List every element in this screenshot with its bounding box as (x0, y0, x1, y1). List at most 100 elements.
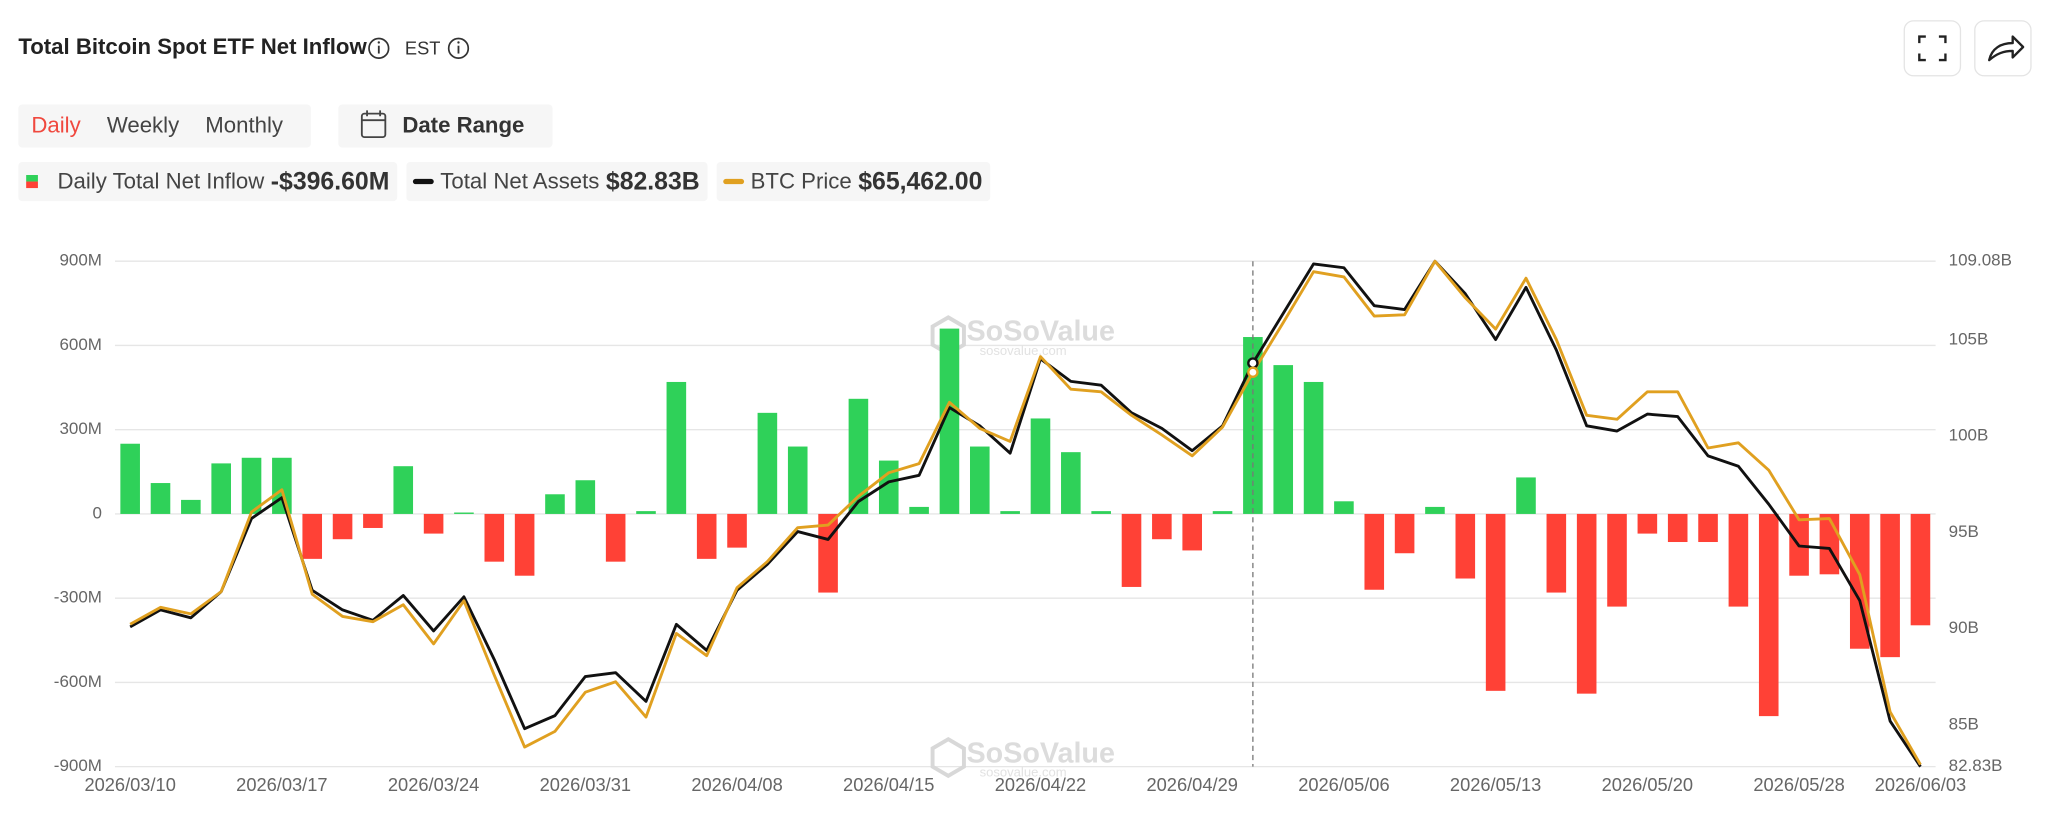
bar (1637, 513, 1658, 534)
y2-tick-label: 109.08B (1949, 251, 2012, 270)
bar (605, 513, 626, 562)
bar (150, 483, 171, 514)
legend-value: $65,462.00 (858, 168, 982, 195)
info-icon[interactable] (447, 37, 470, 59)
bar (1910, 513, 1931, 626)
bar (1121, 513, 1142, 587)
bar (120, 443, 140, 514)
bar (241, 457, 262, 514)
bar (1607, 513, 1627, 607)
x-tick-label: 2026/05/13 (1450, 774, 1541, 795)
bar (272, 457, 292, 514)
legend-swatch (26, 175, 38, 182)
legend-value: -$396.60M (271, 168, 390, 195)
bar (1819, 513, 1840, 575)
y2-tick-label: 85B (1949, 714, 1979, 733)
x-tick-label: 2026/04/15 (843, 774, 934, 795)
legend-item (18, 161, 398, 202)
line (129, 259, 1922, 768)
hover-dot (1247, 357, 1259, 369)
bar (1546, 513, 1567, 593)
bar (909, 506, 929, 514)
date-range-label: Date Range (402, 113, 524, 138)
x-tick-label: 2026/04/08 (691, 774, 782, 795)
tab[interactable]: Daily (31, 113, 81, 138)
share-button[interactable] (1974, 20, 2032, 77)
bar (1212, 511, 1233, 514)
bar (1485, 513, 1506, 691)
x-tick-label: 2026/05/06 (1298, 774, 1389, 795)
x-tick-label: 2026/04/22 (995, 774, 1086, 795)
bar (363, 513, 383, 528)
bar (969, 446, 990, 514)
bar (454, 512, 474, 514)
bar (1425, 506, 1445, 514)
bar (1667, 513, 1688, 543)
bar (1000, 511, 1020, 514)
bar (636, 511, 656, 514)
bar (757, 412, 778, 514)
y2-tick-label: 95B (1949, 522, 1979, 541)
bar (1698, 513, 1718, 543)
share-icon (1988, 35, 2025, 62)
bar (1273, 365, 1294, 514)
bar (696, 513, 717, 559)
bar (1576, 513, 1597, 694)
bar (484, 513, 505, 562)
bar (848, 398, 869, 514)
legend-label: BTC Price (751, 169, 852, 194)
bar (1030, 418, 1051, 514)
fullscreen-button[interactable] (1903, 20, 1962, 77)
bar (302, 513, 323, 559)
fullscreen-icon (1918, 35, 1947, 62)
bar (727, 513, 747, 548)
legend-item (716, 161, 991, 202)
bar (1758, 513, 1779, 717)
y-tick-label: 900M (59, 251, 101, 270)
x-tick-label: 2026/03/31 (540, 774, 631, 795)
bar (1516, 477, 1536, 514)
y2-tick-label: 90B (1949, 618, 1979, 637)
bar (1364, 513, 1385, 590)
y2-tick-label: 100B (1949, 426, 1989, 445)
x-tick-label: 2026/05/20 (1602, 774, 1693, 795)
x-tick-label: 2026/03/24 (388, 774, 479, 795)
bar (1880, 513, 1900, 658)
calendar-icon (360, 110, 387, 139)
watermark-url: sosovalue.com (980, 343, 1067, 358)
bar (878, 460, 899, 514)
bar (181, 499, 201, 514)
info-icon[interactable] (368, 37, 390, 59)
y-tick-label: -600M (54, 672, 102, 691)
tab[interactable]: Monthly (205, 113, 284, 138)
legend-label: Total Net Assets (440, 169, 599, 194)
bar (1061, 452, 1081, 514)
date-range-button[interactable] (338, 104, 553, 148)
tab[interactable]: Weekly (107, 113, 180, 138)
y2-tick-label: 82.83B (1949, 756, 2003, 775)
x-tick-label: 2026/03/10 (84, 774, 175, 795)
y-tick-label: 300M (59, 419, 101, 438)
bar (666, 381, 687, 514)
bar (514, 513, 535, 576)
y2-tick-label: 105B (1949, 329, 1989, 348)
timezone: EST (405, 37, 441, 58)
line (129, 259, 1922, 766)
legend-item (406, 161, 708, 202)
tab-group (18, 104, 311, 148)
y-tick-label: -900M (54, 756, 102, 775)
bar (1728, 513, 1749, 607)
legend: Daily Total Net Inflow -$396.60M Total Net… (18, 161, 991, 202)
bar (575, 480, 596, 514)
legend-value: $82.83B (606, 168, 700, 195)
legend-label: Daily Total Net Inflow (58, 169, 266, 194)
y-tick-label: 600M (59, 335, 101, 354)
chart-title: Total Bitcoin Spot ETF Net Inflow (18, 34, 367, 59)
bar (393, 466, 414, 514)
bar (939, 328, 960, 514)
bar (1182, 513, 1202, 551)
bar (332, 513, 353, 540)
bar (1091, 511, 1111, 514)
y-tick-label: -300M (54, 588, 102, 607)
